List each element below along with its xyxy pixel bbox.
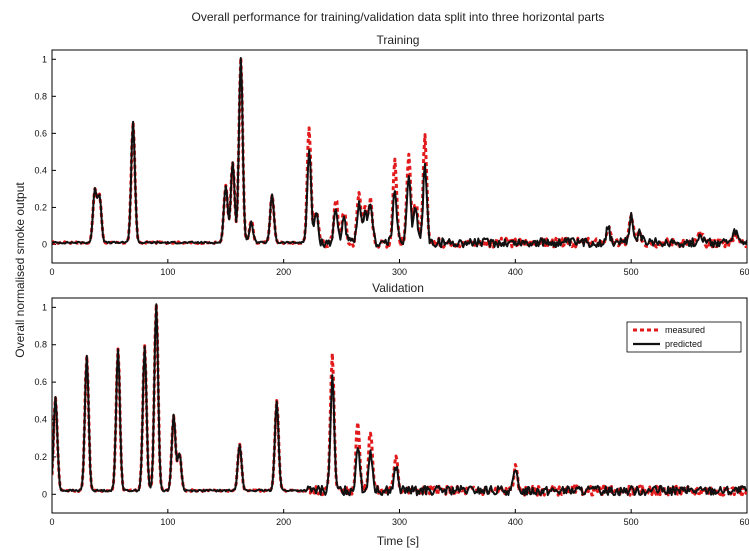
training-y-tick-label: 0.6 <box>34 128 47 138</box>
training-y-tick-label: 1 <box>42 54 47 64</box>
validation-y-tick-label: 0 <box>42 489 47 499</box>
training-y-tick-label: 0.4 <box>34 165 47 175</box>
training-panel: 0 100 200 300 400 500 600 0 0.2 0.4 0.6 0.8 1 <box>34 49 749 277</box>
validation-x-tick-label: 200 <box>276 517 291 527</box>
validation-y-tick-label: 1 <box>42 302 47 312</box>
training-y-tick-label: 0.2 <box>34 202 47 212</box>
validation-x-tick-label: 600 <box>739 517 749 527</box>
training-x-tick-label: 300 <box>392 267 407 277</box>
legend-predicted-label: predicted <box>665 339 702 349</box>
figure-title: Overall performance for training/validat… <box>192 10 605 24</box>
legend: measured predicted <box>626 321 742 353</box>
validation-title: Validation <box>372 281 424 295</box>
training-predicted-line <box>52 57 747 249</box>
legend-box <box>626 321 742 353</box>
validation-x-tick-label: 500 <box>624 517 639 527</box>
validation-y-tick-label: 0.4 <box>34 415 47 425</box>
training-x-tick-label: 0 <box>49 267 54 277</box>
training-y-tick-label: 0.8 <box>34 91 47 101</box>
training-x-tick-label: 500 <box>624 267 639 277</box>
validation-y-tick-label: 0.6 <box>34 377 47 387</box>
training-x-tick-label: 200 <box>276 267 291 277</box>
training-x-tick-label: 600 <box>739 267 749 277</box>
validation-x-tick-label: 300 <box>392 517 407 527</box>
validation-x-tick-label: 0 <box>49 517 54 527</box>
training-title: Training <box>377 33 420 47</box>
validation-x-tick-label: 100 <box>160 517 175 527</box>
x-axis-label: Time [s] <box>377 534 419 548</box>
legend-measured-label: measured <box>665 325 705 335</box>
training-x-tick-label: 400 <box>508 267 523 277</box>
validation-panel: 0 100 200 300 400 500 600 0 0.2 0.4 0.6 0.8 1 <box>34 297 749 527</box>
training-y-tick-label: 0 <box>42 239 47 249</box>
validation-x-tick-label: 400 <box>508 517 523 527</box>
validation-predicted-line <box>52 303 747 497</box>
validation-y-tick-label: 0.8 <box>34 340 47 350</box>
y-axis-label: Overall normalised smoke output <box>13 182 27 358</box>
validation-y-tick-label: 0.2 <box>34 452 47 462</box>
training-x-tick-label: 100 <box>160 267 175 277</box>
